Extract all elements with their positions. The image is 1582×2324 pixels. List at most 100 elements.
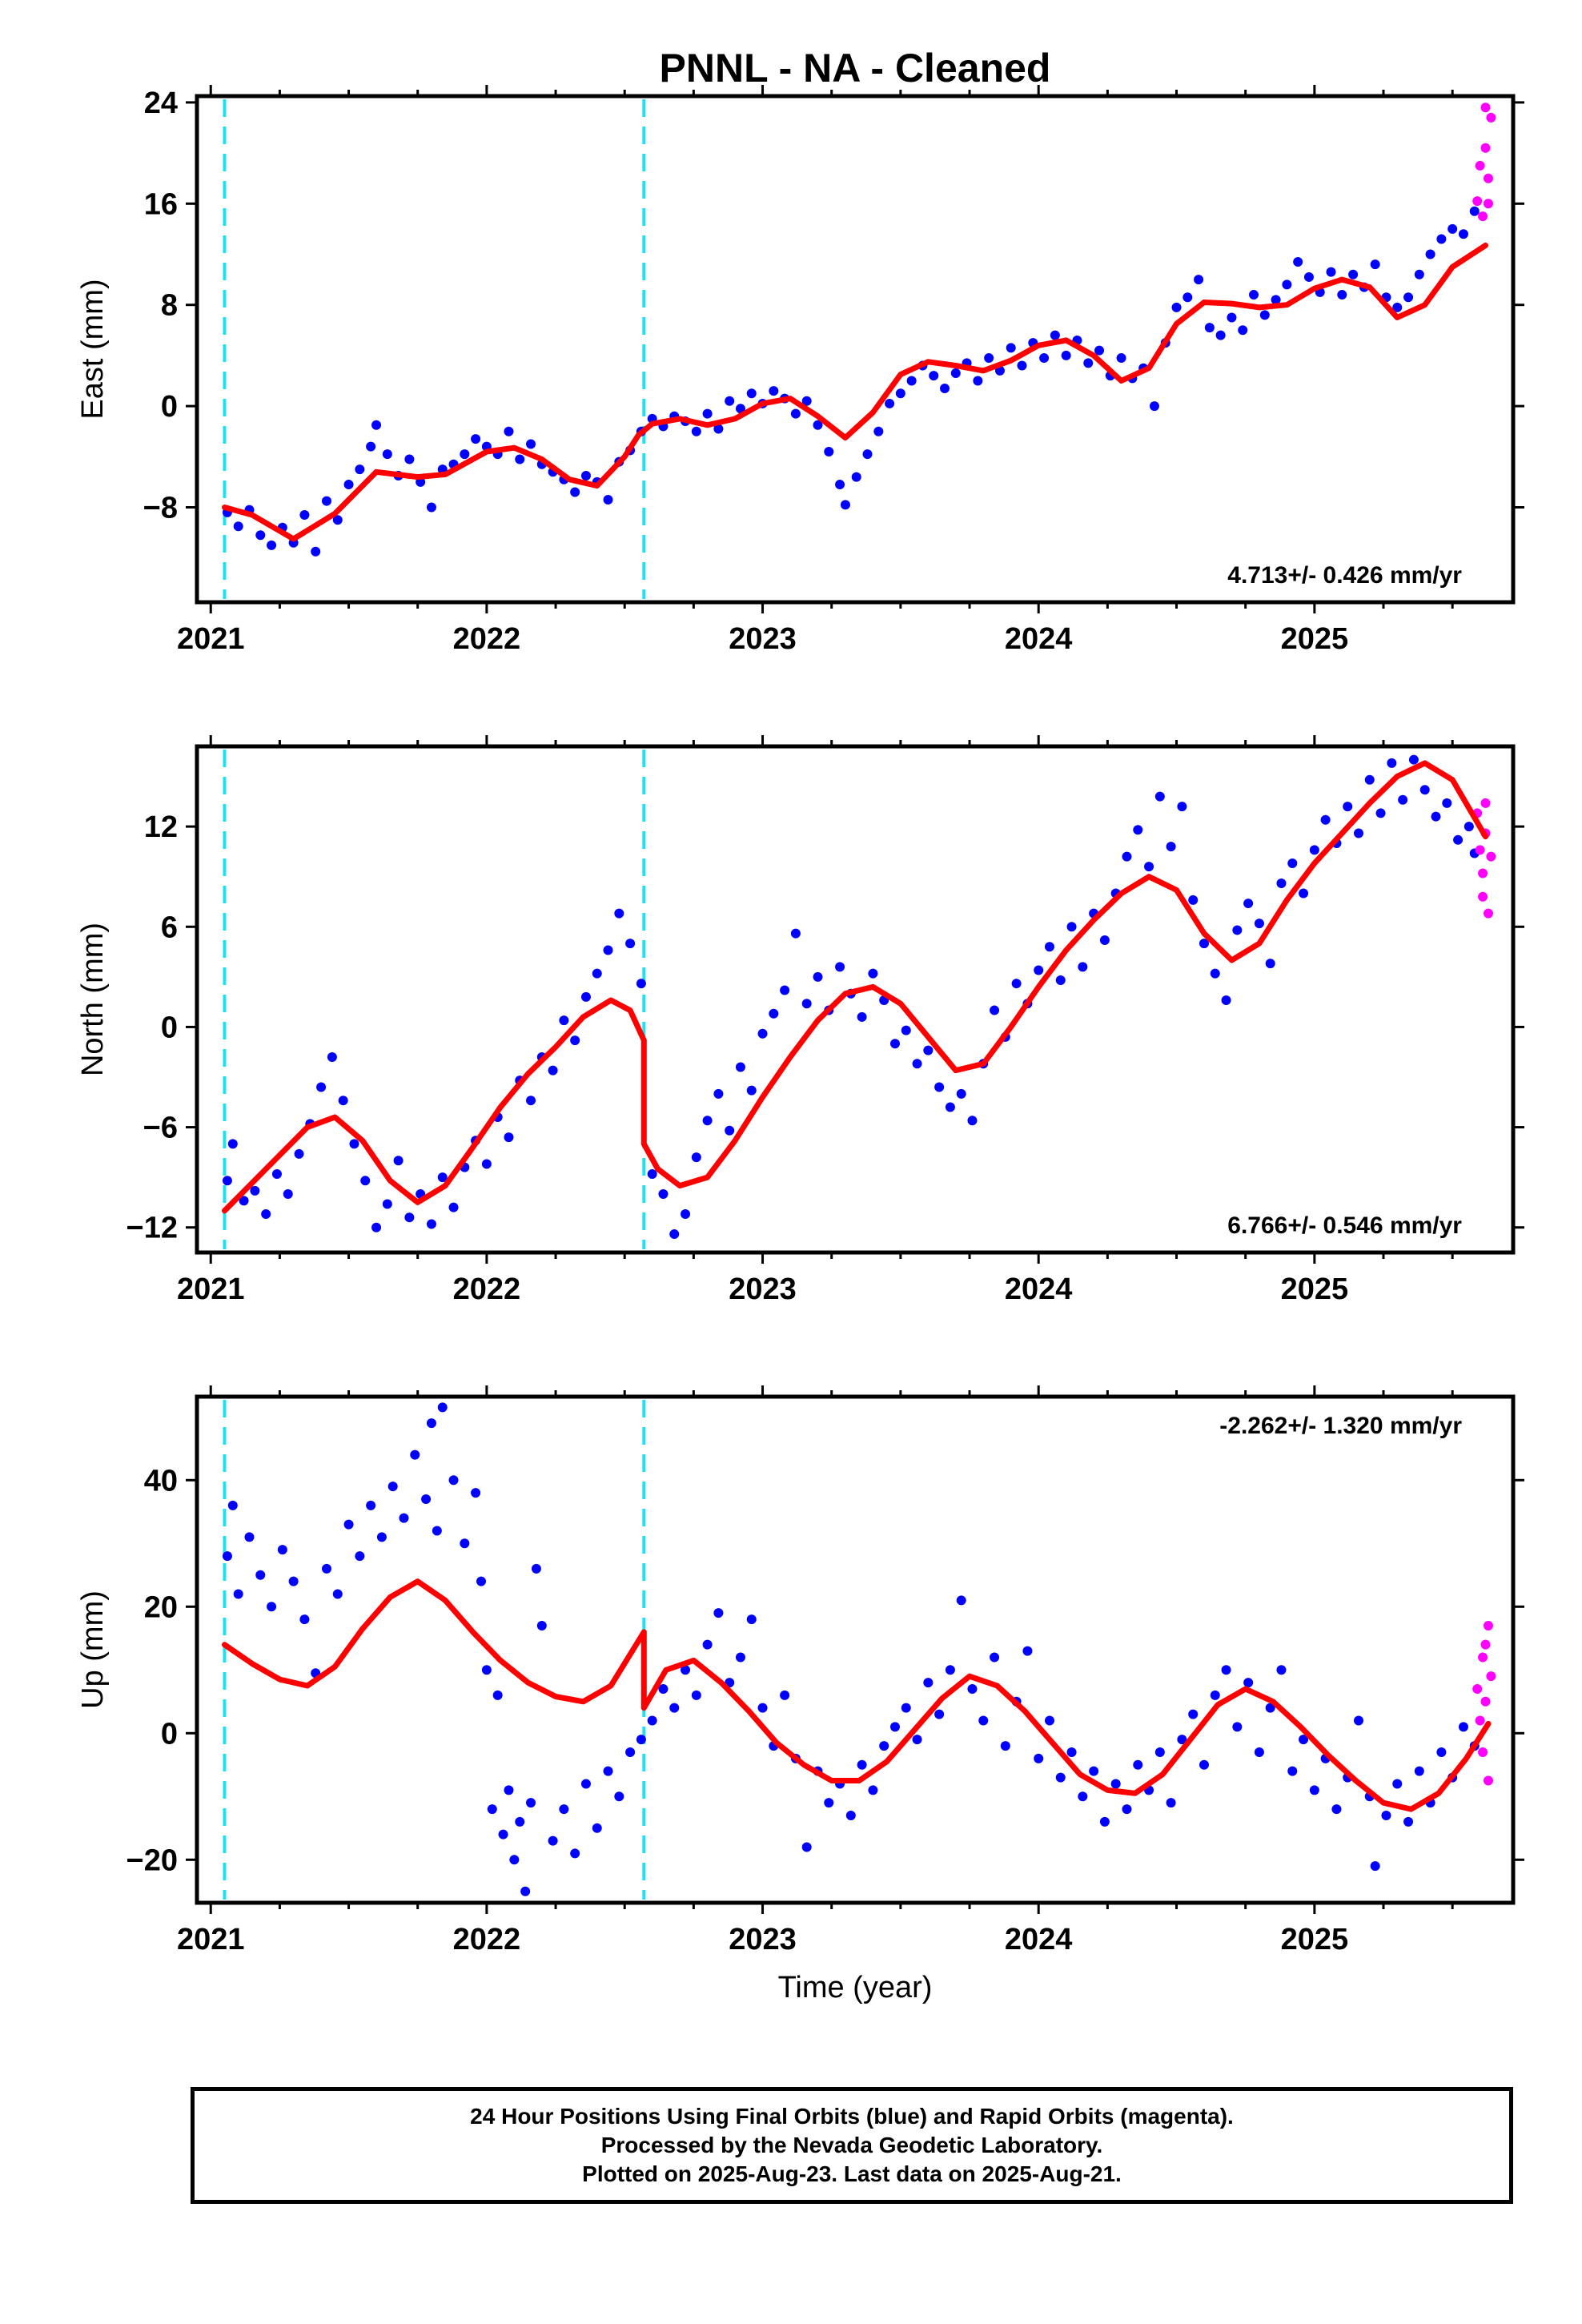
final-orbit-point: [1414, 1766, 1424, 1776]
final-orbit-point: [1259, 310, 1270, 320]
final-orbit-point: [244, 1532, 255, 1542]
final-orbit-point: [1055, 1772, 1066, 1783]
final-orbit-point: [1398, 794, 1408, 805]
final-orbit-point: [460, 449, 470, 460]
final-orbit-point: [702, 1116, 713, 1126]
final-orbit-point: [327, 1051, 337, 1062]
x-tick-label: 2024: [1005, 1273, 1073, 1306]
final-orbit-point: [1210, 1690, 1220, 1700]
final-orbit-point: [1419, 785, 1430, 795]
final-orbit-point: [614, 1791, 624, 1802]
x-tick-label: 2023: [729, 1923, 797, 1956]
plot-frame: [195, 744, 1516, 1255]
final-orbit-point: [498, 1829, 508, 1839]
final-orbit-point: [536, 1620, 547, 1630]
y-tick-label: 20: [144, 1590, 178, 1624]
final-orbit-point: [1309, 845, 1319, 855]
y-tick-label: 0: [161, 390, 178, 424]
final-orbit-point: [476, 1576, 486, 1586]
final-orbit-point: [1364, 774, 1375, 785]
final-orbit-point: [702, 1639, 713, 1650]
final-orbit-point: [1166, 842, 1176, 852]
final-orbit-point: [990, 1652, 1000, 1663]
final-orbit-point: [1287, 858, 1298, 869]
final-orbit-point: [410, 1449, 420, 1460]
final-orbit-point: [570, 1848, 580, 1859]
final-orbit-point: [669, 1229, 680, 1240]
final-orbit-point: [570, 487, 580, 497]
final-orbit-point: [250, 1185, 260, 1196]
final-orbit-point: [945, 1102, 955, 1112]
final-orbit-point: [343, 480, 354, 490]
final-orbit-point: [371, 420, 382, 430]
final-orbit-point: [1099, 1816, 1110, 1827]
final-orbit-point: [515, 454, 525, 464]
final-orbit-point: [222, 1176, 232, 1186]
final-orbit-point: [1166, 1798, 1176, 1808]
footer-caption-box: 24 Hour Positions Using Final Orbits (bl…: [191, 2087, 1513, 2204]
rapid-orbit-point: [1486, 1671, 1496, 1682]
final-orbit-point: [1210, 968, 1220, 979]
x-tick-label: 2025: [1281, 1273, 1349, 1306]
velocity-rate-label: -2.262+/- 1.320 mm/yr: [1219, 1413, 1462, 1439]
final-orbit-point: [592, 1823, 602, 1833]
final-orbit-point: [382, 449, 392, 460]
final-orbit-point: [801, 396, 812, 406]
y-axis-label: East (mm): [76, 279, 110, 419]
final-orbit-point: [526, 1798, 536, 1808]
final-orbit-point: [343, 1519, 354, 1530]
final-orbit-point: [885, 398, 895, 408]
x-tick-label: 2022: [453, 1273, 521, 1306]
rapid-orbit-point: [1475, 160, 1485, 171]
final-orbit-point: [526, 1096, 536, 1106]
final-orbit-point: [757, 1703, 768, 1713]
final-orbit-point: [1188, 1709, 1199, 1719]
rapid-orbit-point: [1478, 891, 1488, 902]
final-orbit-point: [1199, 1759, 1209, 1770]
final-orbit-point: [1232, 925, 1243, 935]
final-orbit-point: [934, 1709, 945, 1719]
final-orbit-point: [1469, 206, 1480, 216]
final-orbit-point: [873, 426, 884, 436]
final-orbit-point: [1177, 1735, 1187, 1745]
final-orbit-point: [835, 480, 845, 490]
final-orbit-point: [426, 502, 436, 513]
final-orbit-point: [813, 420, 823, 430]
final-orbit-point: [366, 1500, 376, 1510]
final-orbit-point: [636, 979, 646, 989]
final-orbit-point: [1464, 822, 1474, 832]
rapid-orbit-point: [1475, 1715, 1485, 1726]
final-orbit-point: [636, 1735, 646, 1745]
final-orbit-point: [1348, 269, 1359, 279]
final-orbit-point: [437, 1172, 448, 1183]
final-orbit-point: [713, 1608, 724, 1618]
final-orbit-point: [1381, 1810, 1391, 1820]
final-orbit-point: [1403, 1816, 1414, 1827]
final-orbit-point: [487, 1804, 497, 1815]
final-orbit-point: [603, 1766, 613, 1776]
x-tick-label: 2022: [453, 1923, 521, 1956]
final-orbit-point: [702, 408, 713, 419]
y-tick-label: −8: [143, 492, 178, 525]
x-axis-label: Time (year): [778, 1971, 933, 2004]
final-orbit-point: [1403, 292, 1414, 303]
final-orbit-point: [1083, 358, 1094, 368]
final-orbit-point: [990, 1005, 1000, 1015]
final-orbit-point: [233, 521, 243, 532]
final-orbit-point: [1331, 1804, 1342, 1815]
final-orbit-point: [1110, 1779, 1121, 1789]
y-tick-label: −20: [126, 1844, 178, 1877]
model-fit-curve: [222, 1578, 1492, 1812]
final-orbit-point: [1343, 802, 1353, 812]
final-orbit-point: [1232, 1722, 1243, 1732]
final-orbit-point: [460, 1538, 470, 1549]
final-orbit-point: [746, 388, 757, 399]
final-orbit-point: [956, 1088, 966, 1099]
final-orbit-point: [769, 1008, 779, 1019]
rapid-orbit-point: [1478, 868, 1488, 879]
plot-frame: [195, 94, 1516, 605]
chart-panel-east: PNNL - NA - Cleaned −8 0 8 16 24 2021 2022 2023 2…: [76, 46, 1524, 656]
final-orbit-point: [332, 515, 343, 525]
final-orbit-point: [757, 1028, 768, 1039]
final-orbit-point: [906, 376, 917, 386]
